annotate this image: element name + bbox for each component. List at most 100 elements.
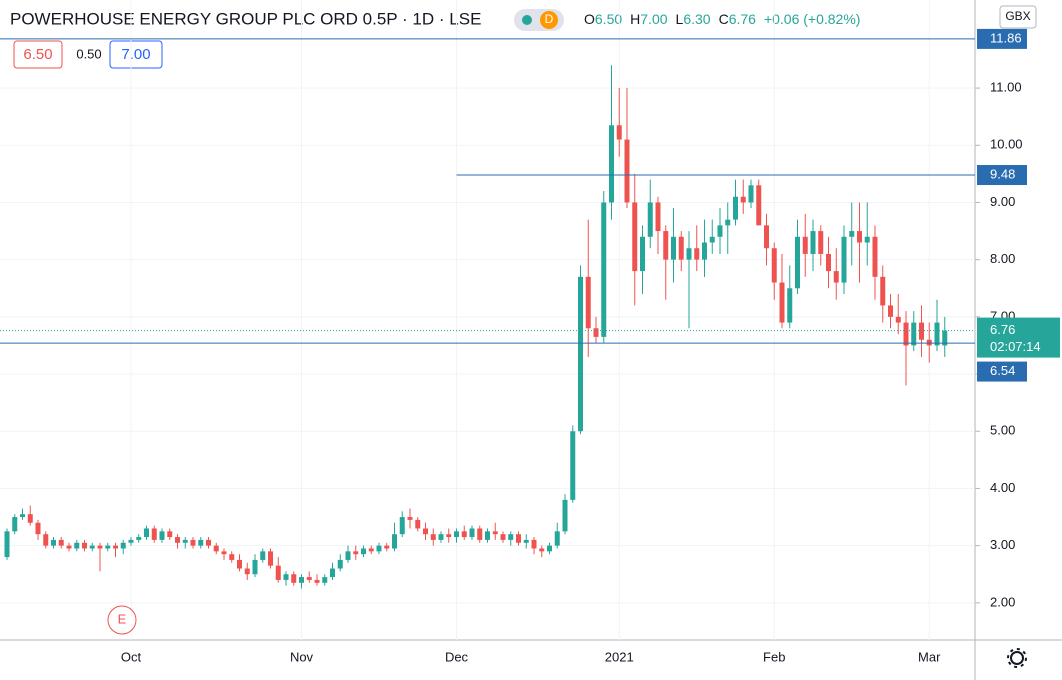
x-tick-label: Feb bbox=[763, 649, 785, 664]
candle-body bbox=[888, 305, 893, 317]
candle-body bbox=[151, 528, 157, 540]
candle-body bbox=[97, 545, 103, 549]
symbol-title: POWERHOUSE ENERGY GROUP PLC ORD 0.5P · 1… bbox=[10, 9, 481, 28]
candle-body bbox=[446, 534, 452, 538]
price-line-label-bg bbox=[977, 28, 1027, 49]
countdown: 02:07:14 bbox=[990, 339, 1041, 354]
candle-body bbox=[748, 185, 754, 203]
candle-body bbox=[291, 574, 297, 583]
candle-body bbox=[702, 242, 707, 260]
candle-body bbox=[477, 528, 483, 540]
x-tick-label: Mar bbox=[918, 649, 941, 664]
candle-body bbox=[601, 202, 607, 337]
candle-body bbox=[430, 534, 436, 540]
candle-body bbox=[694, 248, 700, 260]
candle-body bbox=[818, 231, 824, 254]
candle-body bbox=[260, 551, 266, 560]
delay-badge-text: D bbox=[545, 12, 554, 26]
candle-body bbox=[12, 517, 18, 532]
candle-body bbox=[779, 282, 785, 323]
event-marker[interactable] bbox=[107, 605, 137, 635]
price-line-label: 9.48 bbox=[990, 166, 1015, 181]
candle-body bbox=[709, 236, 715, 243]
x-tick-label: Oct bbox=[121, 649, 142, 664]
candle-body bbox=[82, 542, 87, 549]
legend-key: O bbox=[584, 11, 595, 27]
y-tick-label: 3.00 bbox=[990, 537, 1015, 552]
candle-body bbox=[640, 236, 645, 272]
candle-body bbox=[485, 531, 490, 540]
y-tick-label: 8.00 bbox=[990, 251, 1015, 266]
x-tick-label: Nov bbox=[290, 649, 314, 664]
sell-button[interactable] bbox=[13, 40, 63, 69]
last-price-label: 6.76 bbox=[990, 322, 1015, 337]
candle-body bbox=[144, 528, 149, 538]
candle-body bbox=[299, 577, 304, 583]
candle-body bbox=[175, 537, 180, 543]
candle-body bbox=[244, 568, 250, 575]
candle-body bbox=[322, 577, 328, 583]
candle-body bbox=[942, 330, 948, 346]
candle-body bbox=[570, 431, 576, 500]
candle-body bbox=[330, 568, 335, 578]
legend-key: C bbox=[719, 11, 729, 27]
candle-body bbox=[531, 539, 537, 549]
price-line-label: 11.86 bbox=[990, 30, 1022, 45]
y-tick-label: 2.00 bbox=[990, 594, 1015, 609]
candle-body bbox=[415, 519, 421, 529]
candle-body bbox=[492, 531, 498, 535]
candle-body bbox=[740, 196, 746, 203]
price-line-label-bg bbox=[977, 361, 1027, 382]
candle-body bbox=[880, 276, 886, 306]
candle-body bbox=[190, 539, 196, 546]
x-tick-label: Dec bbox=[445, 649, 469, 664]
candle-body bbox=[237, 559, 242, 569]
candle-body bbox=[407, 517, 413, 520]
candle-body bbox=[361, 548, 366, 555]
spread: 0.50 bbox=[76, 46, 101, 61]
y-tick-label: 4.00 bbox=[990, 480, 1015, 495]
candle-body bbox=[4, 531, 10, 558]
candle-body bbox=[20, 514, 25, 518]
candle-body bbox=[578, 276, 583, 432]
candle-body bbox=[833, 271, 839, 283]
candle-body bbox=[756, 185, 762, 226]
candle-body bbox=[89, 545, 95, 549]
candle-body bbox=[678, 236, 684, 260]
candle-body bbox=[384, 545, 390, 549]
candle-body bbox=[105, 545, 111, 549]
legend-value: 7.00 bbox=[640, 11, 667, 27]
currency-button[interactable] bbox=[999, 5, 1037, 29]
candle-body bbox=[733, 196, 738, 220]
candle-body bbox=[51, 539, 56, 546]
ohlc-legend: O6.50 H7.00 L6.30 C6.76 +0.06 (+0.82%) bbox=[584, 11, 860, 27]
candle-body bbox=[120, 542, 126, 549]
candle-body bbox=[655, 202, 661, 232]
y-tick-label: 5.00 bbox=[990, 423, 1015, 438]
candle-body bbox=[423, 528, 428, 535]
candle-body bbox=[585, 276, 591, 329]
settings-icon[interactable] bbox=[1007, 648, 1027, 668]
candle-body bbox=[523, 539, 529, 543]
candle-body bbox=[454, 531, 459, 538]
candle-body bbox=[841, 236, 847, 283]
candle-body bbox=[864, 236, 870, 243]
buy-button[interactable] bbox=[109, 40, 163, 69]
candle-body bbox=[508, 534, 514, 540]
candle-body bbox=[399, 517, 405, 535]
candle-body bbox=[810, 231, 816, 254]
candle-body bbox=[27, 514, 33, 523]
legend-key: H bbox=[630, 11, 640, 27]
candle-body bbox=[136, 537, 142, 540]
candle-body bbox=[547, 545, 552, 552]
candle-body bbox=[337, 559, 343, 569]
candle-body bbox=[283, 574, 289, 580]
gear-teeth bbox=[1007, 648, 1027, 668]
candle-body bbox=[314, 579, 320, 583]
candle-body bbox=[438, 534, 444, 540]
candle-body bbox=[919, 322, 924, 340]
candle-body bbox=[725, 219, 731, 226]
candle-body bbox=[229, 554, 235, 560]
y-tick-label: 9.00 bbox=[990, 194, 1015, 209]
